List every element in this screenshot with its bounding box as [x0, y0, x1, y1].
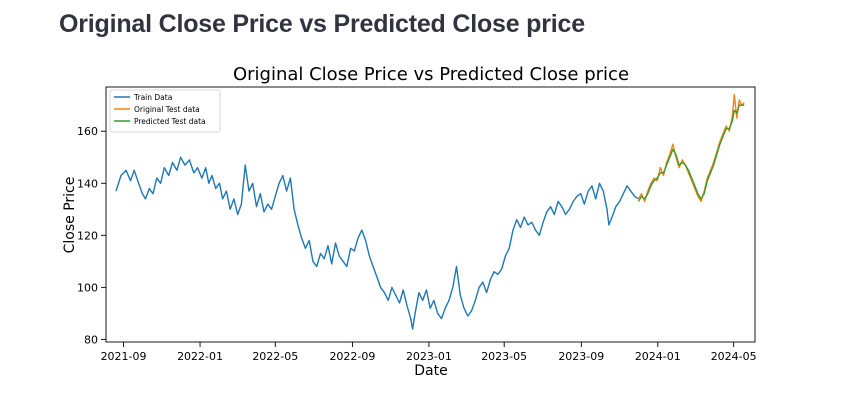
x-tick-label: 2024-05	[711, 350, 757, 363]
y-axis: 80 100 120 140 160	[77, 125, 106, 346]
chart-title: Original Close Price vs Predicted Close …	[233, 64, 629, 85]
chart-container: Original Close Price vs Predicted Close …	[0, 55, 853, 400]
plot-frame	[105, 86, 756, 343]
x-tick-label: 2023-09	[558, 350, 604, 363]
x-tick-label: 2021-09	[101, 350, 147, 363]
close-price-chart: Original Close Price vs Predicted Close …	[62, 64, 757, 379]
x-tick-label: 2022-01	[177, 350, 223, 363]
y-tick-label: 160	[77, 125, 98, 138]
legend-label: Train Data	[133, 93, 172, 102]
series-layer	[115, 94, 745, 330]
x-axis-label: Date	[414, 363, 447, 379]
series-line-predicted-test-data	[637, 104, 745, 202]
y-tick-label: 120	[77, 229, 98, 242]
x-tick-label: 2023-01	[406, 350, 452, 363]
y-axis-label: Close Price	[62, 177, 78, 254]
x-tick-label: 2023-05	[481, 350, 527, 363]
legend-box	[109, 89, 221, 133]
x-tick-label: 2022-05	[252, 350, 298, 363]
series-line-train-data	[115, 156, 639, 330]
page-heading: Original Close Price vs Predicted Close …	[59, 10, 585, 38]
legend: Train Data Original Test data Predicted Te…	[109, 89, 221, 133]
series-line-original-test-data	[637, 94, 745, 203]
y-tick-label: 100	[77, 281, 98, 294]
x-tick-label: 2024-01	[635, 350, 681, 363]
y-tick-label: 80	[84, 333, 98, 346]
x-tick-label: 2022-09	[329, 350, 375, 363]
y-tick-label: 140	[77, 177, 98, 190]
x-axis: 2021-09 2022-01 2022-05 2022-09 2023-01 2023-…	[101, 342, 757, 363]
legend-label: Predicted Test data	[134, 117, 206, 126]
legend-label: Original Test data	[134, 105, 200, 114]
